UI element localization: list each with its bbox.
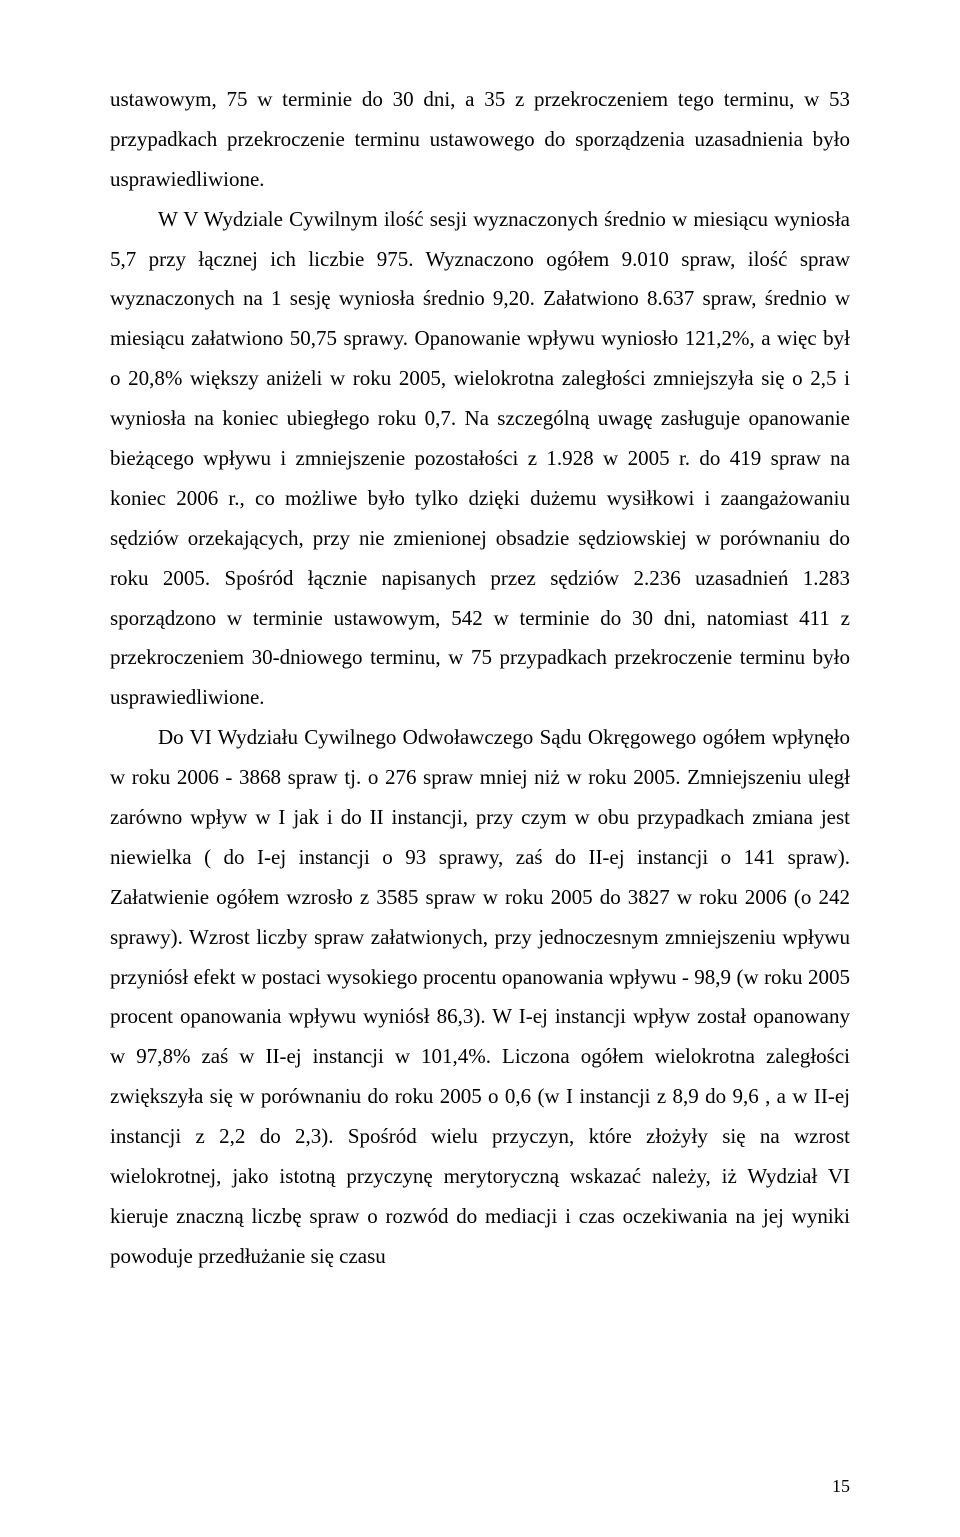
body-text-block: ustawowym, 75 w terminie do 30 dni, a 35… [110,80,850,1277]
paragraph-3: Do VI Wydziału Cywilnego Odwoławczego Są… [110,718,850,1276]
page-number: 15 [832,1476,850,1497]
paragraph-2: W V Wydziale Cywilnym ilość sesji wyznac… [110,200,850,719]
document-page: ustawowym, 75 w terminie do 30 dni, a 35… [0,0,960,1537]
paragraph-1: ustawowym, 75 w terminie do 30 dni, a 35… [110,80,850,200]
